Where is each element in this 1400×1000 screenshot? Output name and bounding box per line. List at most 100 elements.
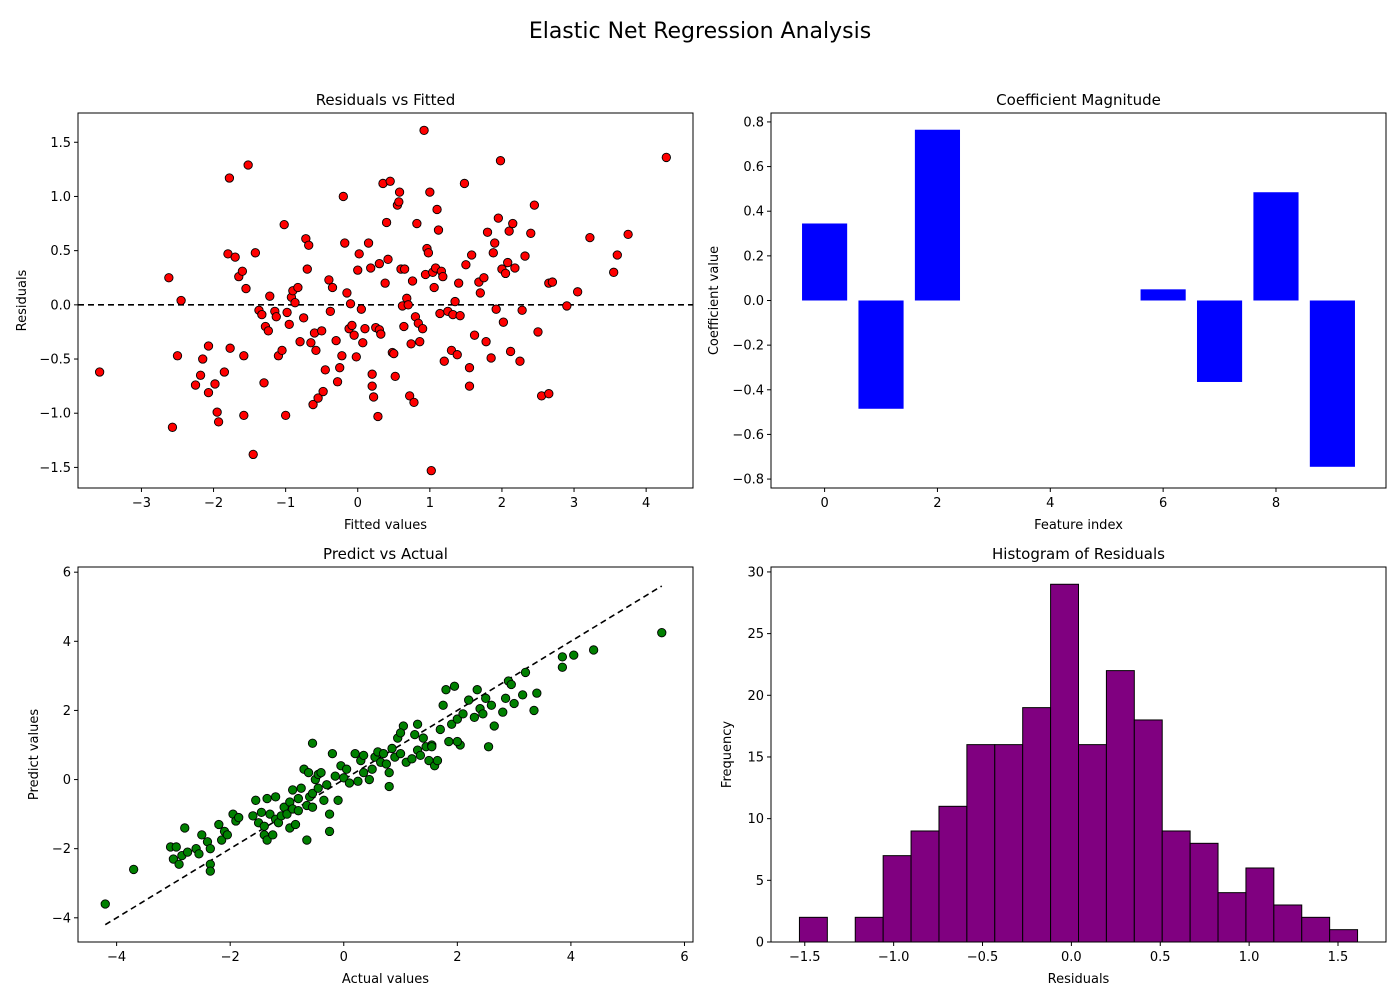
residual-point — [467, 250, 477, 260]
prediction-point — [520, 667, 531, 678]
residual-point — [277, 345, 287, 356]
histogram-xlabel: Residuals — [1048, 972, 1110, 987]
residual-point — [248, 449, 258, 460]
coefficient-bar — [1196, 300, 1243, 382]
residual-point — [331, 335, 341, 346]
prediction-point — [472, 685, 482, 695]
residual-point — [432, 204, 442, 215]
residual-point — [293, 282, 303, 293]
residual-point — [390, 371, 400, 382]
predict_actual-ytick-label: 0 — [63, 773, 71, 788]
residual-point — [433, 225, 444, 235]
coefficients-title: Coefficient Magnitude — [996, 91, 1161, 109]
residual-point — [585, 232, 595, 243]
prediction-point — [197, 830, 207, 840]
prediction-point — [344, 778, 355, 788]
coefficients-ytick-label: 0.0 — [743, 294, 764, 309]
figure-title: Elastic Net Regression Analysis — [529, 19, 871, 44]
residual-point — [284, 319, 294, 329]
residual-point — [363, 238, 374, 248]
residual-point — [224, 173, 235, 183]
residual-point — [562, 301, 572, 311]
prediction-point — [265, 809, 275, 819]
residual-point — [503, 257, 513, 268]
prediction-point — [262, 835, 272, 845]
predict_actual-ylabel: Predict values — [27, 709, 42, 800]
residual-point — [547, 277, 558, 287]
histogram-title: Histogram of Residuals — [992, 545, 1165, 563]
coefficients-axes-frame — [770, 112, 1387, 489]
prediction-point — [234, 812, 244, 823]
prediction-point — [330, 771, 340, 781]
predict_actual-ytick-label: 4 — [63, 635, 71, 650]
residual-point — [385, 176, 395, 186]
residual-point — [241, 283, 251, 294]
residual-point — [302, 264, 312, 274]
histogram-bar — [1133, 719, 1163, 942]
prediction-point — [557, 662, 568, 672]
residual-point — [172, 351, 183, 361]
prediction-point — [288, 785, 298, 795]
prediction-point — [532, 688, 542, 698]
residual-point — [475, 288, 485, 298]
prediction-point — [452, 736, 462, 747]
coefficients-ytick-label: −0.8 — [732, 473, 764, 488]
prediction-point — [469, 712, 480, 722]
histogram-bar — [1245, 867, 1275, 942]
residual-point — [455, 311, 465, 321]
residual-point — [493, 213, 503, 223]
histogram-bar — [1217, 892, 1247, 942]
residual-point — [454, 278, 464, 288]
histogram-bar — [910, 830, 940, 942]
residual-point — [435, 308, 445, 319]
residual-point — [167, 422, 178, 432]
prediction-point — [395, 728, 406, 738]
prediction-point — [251, 795, 261, 805]
prediction-point — [441, 685, 451, 695]
prediction-point — [293, 806, 303, 816]
residual-point — [412, 218, 422, 229]
histogram-bar — [1273, 904, 1303, 942]
residual-point — [479, 273, 489, 283]
coefficients-ytick-label: −0.2 — [732, 339, 764, 354]
residuals-panel: Residuals vs Fitted Fitted values Residual… — [15, 91, 694, 533]
residual-point — [438, 272, 448, 282]
residual-point — [279, 219, 289, 230]
coefficients-ytick-label: 0.8 — [743, 115, 764, 130]
residual-point — [452, 350, 462, 360]
histogram-xtick-label: 1.0 — [1239, 950, 1260, 965]
coefficients-ylabel: Coefficient value — [707, 246, 722, 355]
prediction-point — [569, 650, 579, 660]
prediction-point — [353, 776, 363, 786]
residual-point — [500, 268, 511, 279]
prediction-point — [381, 759, 392, 769]
histogram-bar — [1189, 842, 1219, 942]
histogram-ytick-label: 0 — [756, 936, 764, 951]
residual-point — [517, 305, 527, 315]
predict_actual-ytick-label: −4 — [52, 911, 71, 926]
coefficient-bar — [1253, 192, 1299, 301]
prediction-point — [180, 823, 190, 833]
prediction-point — [322, 780, 332, 790]
residuals-xtick-label: 1 — [426, 496, 434, 511]
prediction-point — [438, 700, 448, 710]
prediction-point — [481, 693, 491, 703]
residuals-xtick-label: −3 — [132, 496, 151, 511]
residuals-ytick-label: 0.0 — [50, 298, 71, 313]
prediction-point — [307, 802, 318, 812]
predict_actual-title: Predict vs Actual — [323, 545, 448, 563]
residual-point — [308, 399, 318, 410]
residual-point — [317, 326, 327, 336]
histogram-bar — [1050, 583, 1079, 942]
residual-point — [366, 263, 376, 273]
predict_actual-ytick-label: 2 — [63, 704, 71, 719]
residual-point — [399, 264, 410, 274]
residual-point — [490, 238, 500, 248]
residual-point — [340, 238, 350, 248]
coefficient-bar — [858, 300, 904, 409]
prediction-point — [478, 709, 488, 719]
residuals-axes-frame — [77, 112, 694, 489]
residual-point — [210, 379, 220, 389]
histogram-bar — [1105, 670, 1135, 942]
histogram-bar — [938, 805, 968, 942]
